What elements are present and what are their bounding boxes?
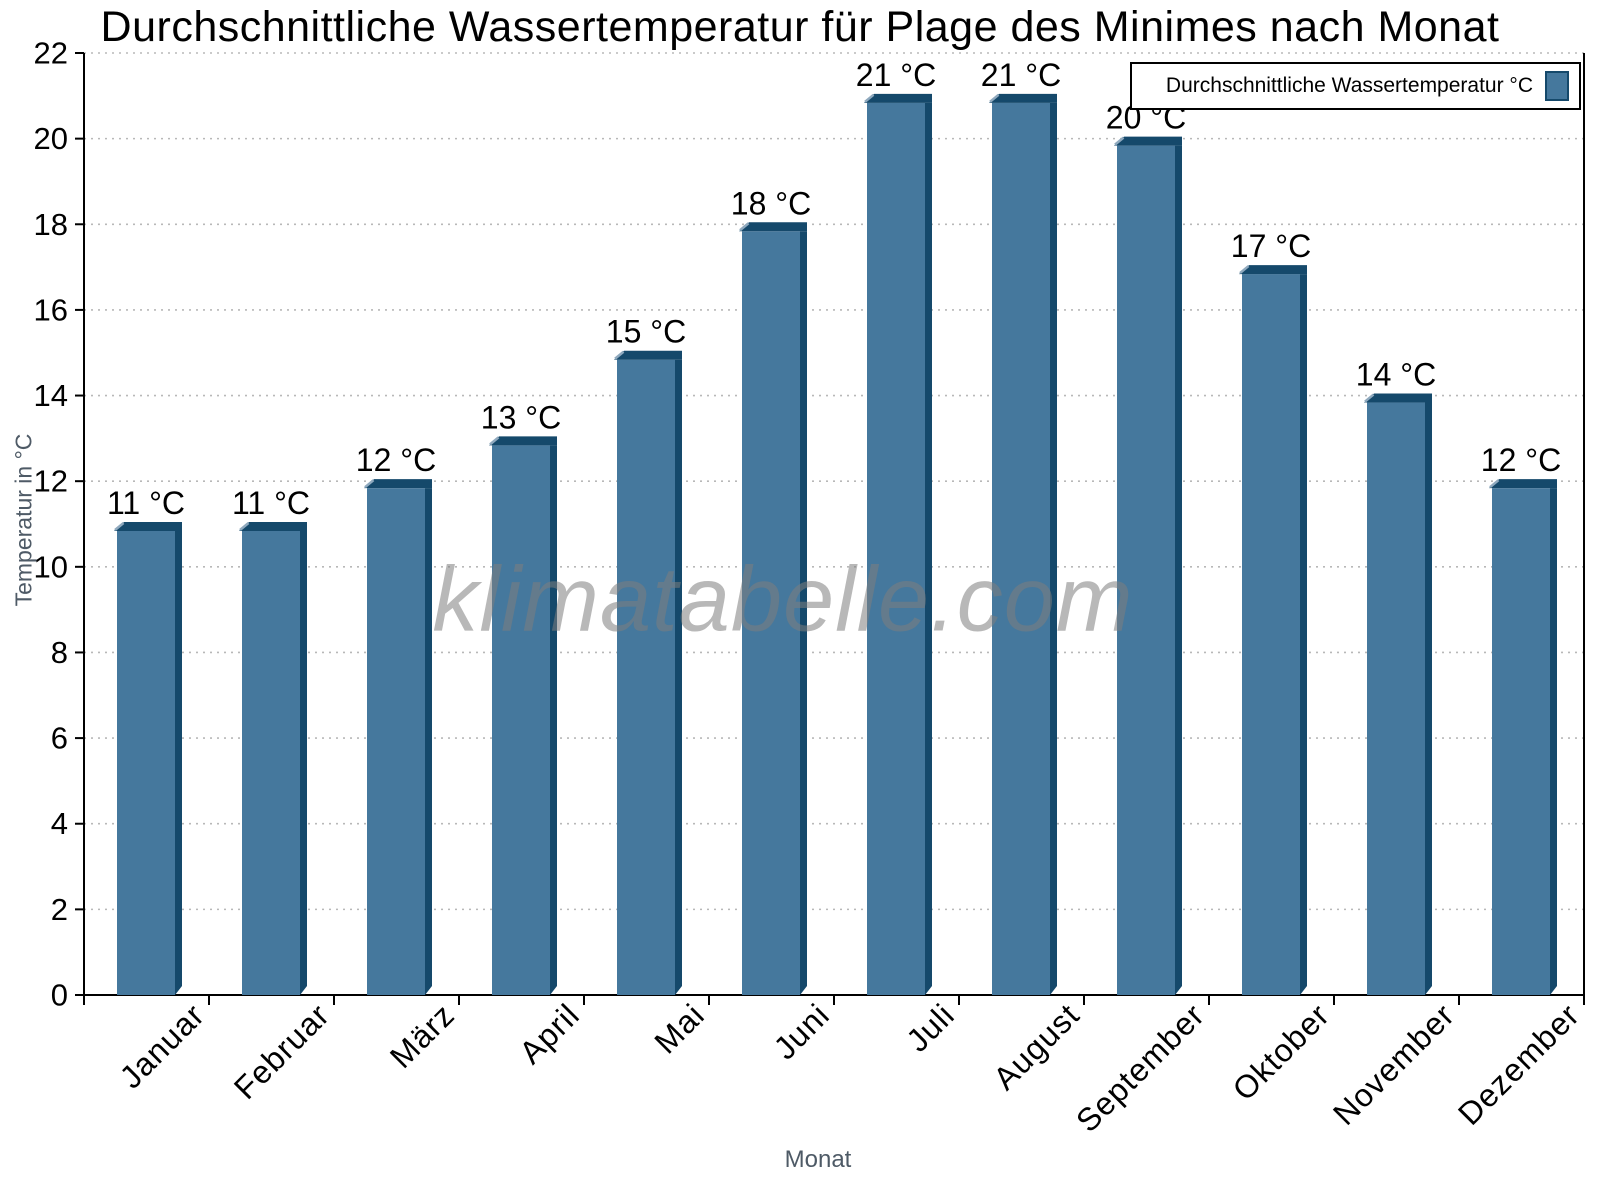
legend-swatch-icon xyxy=(1545,71,1569,101)
bar-value-label: 18 °C xyxy=(731,185,811,221)
x-tick-label: April xyxy=(512,996,586,1070)
x-tick-label: Januar xyxy=(113,996,212,1095)
y-tick-label: 2 xyxy=(51,892,68,927)
bar[interactable] xyxy=(1114,136,1182,996)
bar[interactable] xyxy=(739,222,807,996)
x-tick-label: März xyxy=(383,996,462,1075)
bar[interactable] xyxy=(239,522,307,995)
bar[interactable] xyxy=(114,522,182,995)
x-tick-label: Juni xyxy=(767,996,837,1066)
y-tick-label: 22 xyxy=(34,36,68,71)
bar-value-label: 21 °C xyxy=(981,57,1061,93)
y-tick-label: 12 xyxy=(34,464,68,499)
y-tick-label: 10 xyxy=(34,549,68,584)
x-tick-label: Juli xyxy=(899,996,961,1058)
bar-value-label: 13 °C xyxy=(481,399,561,435)
y-tick-label: 16 xyxy=(34,292,68,327)
y-tick-label: 18 xyxy=(34,207,68,242)
x-tick-label: Februar xyxy=(227,996,337,1106)
x-tick-label: Dezember xyxy=(1451,996,1586,1131)
x-tick-label: Oktober xyxy=(1226,996,1337,1107)
bar-value-label: 17 °C xyxy=(1231,228,1311,264)
bar[interactable] xyxy=(364,479,432,995)
bar[interactable] xyxy=(1364,393,1432,996)
chart-title: Durchschnittliche Wassertemperatur für P… xyxy=(100,3,1500,51)
bar-value-label: 15 °C xyxy=(606,314,686,350)
bar[interactable] xyxy=(864,93,932,996)
y-tick-label: 20 xyxy=(34,121,68,156)
bar[interactable] xyxy=(489,436,557,995)
y-tick-label: 8 xyxy=(51,635,68,670)
y-tick-label: 4 xyxy=(51,806,68,841)
x-tick-label: Mai xyxy=(647,996,711,1060)
bar-value-label: 11 °C xyxy=(232,485,310,521)
bar[interactable] xyxy=(614,350,682,995)
x-tick-label: November xyxy=(1326,996,1461,1131)
legend-label: Durchschnittliche Wassertemperatur °C xyxy=(1165,74,1533,97)
y-tick-label: 0 xyxy=(51,978,68,1013)
x-tick-label: August xyxy=(986,996,1086,1096)
bar[interactable] xyxy=(1239,265,1307,995)
bar-value-label: 14 °C xyxy=(1356,357,1436,393)
bar-value-label: 21 °C xyxy=(856,57,936,93)
x-tick-label: September xyxy=(1069,996,1212,1139)
y-tick-label: 14 xyxy=(34,378,68,413)
bar[interactable] xyxy=(1489,479,1557,995)
bar[interactable] xyxy=(989,93,1057,996)
bar-value-label: 11 °C xyxy=(107,485,185,521)
legend[interactable]: Durchschnittliche Wassertemperatur °C xyxy=(1130,62,1581,110)
x-axis-title: Monat xyxy=(784,1146,852,1173)
y-tick-label: 6 xyxy=(51,721,68,756)
y-axis-title: Temperatur in °C xyxy=(10,433,37,607)
bar-value-label: 12 °C xyxy=(1481,442,1561,478)
bar-value-label: 12 °C xyxy=(356,442,436,478)
